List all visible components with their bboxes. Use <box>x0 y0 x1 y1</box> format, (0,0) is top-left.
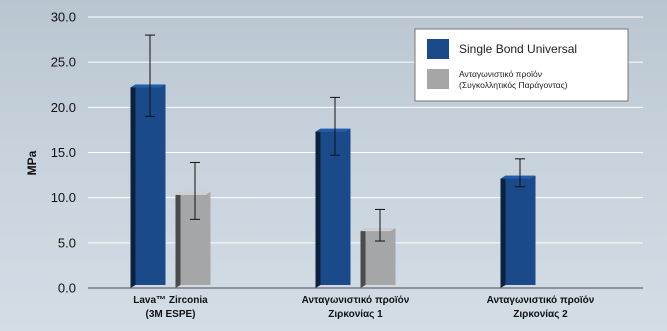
x-category-label: (3M ESPE) <box>145 309 195 320</box>
x-category-label: Ζιρκονίας 2 <box>513 309 568 320</box>
bar-top <box>360 228 396 232</box>
y-tick-label: 15.0 <box>51 145 76 160</box>
y-tick-label: 20.0 <box>51 100 76 115</box>
bars <box>130 84 536 289</box>
bar-side <box>175 191 181 288</box>
x-category-label: Ανταγωνιστικό προϊόν <box>302 295 410 306</box>
legend: Single Bond Universal Ανταγωνιστικό προϊό… <box>414 28 629 102</box>
bar-top <box>500 175 536 179</box>
bar-top <box>130 84 166 88</box>
bar-side <box>500 175 506 288</box>
y-axis-label: MPa <box>25 150 39 175</box>
bar-top <box>315 128 351 132</box>
legend-label: Ανταγωνιστικό προϊόν <box>459 69 542 79</box>
bar <box>135 84 166 286</box>
y-tick-label: 0.0 <box>58 281 76 296</box>
legend-label: Single Bond Universal <box>459 42 577 56</box>
y-axis-ticks: 0.0 5.0 10.0 15.0 20.0 25.0 30.0 <box>51 10 76 296</box>
y-tick-label: 30.0 <box>51 10 76 25</box>
legend-swatch <box>427 69 449 89</box>
legend-swatch <box>427 39 449 59</box>
y-tick-label: 5.0 <box>58 235 76 250</box>
legend-box <box>414 28 629 102</box>
bar-top <box>175 191 211 195</box>
x-category-label: Ζιρκονίας 1 <box>328 309 383 320</box>
bar-side <box>315 128 321 288</box>
bar <box>505 175 536 285</box>
bar-side <box>360 228 366 288</box>
y-tick-label: 10.0 <box>51 190 76 205</box>
bar-side <box>130 84 136 289</box>
x-category-label: Lava™ Zirconia <box>133 295 208 306</box>
legend-label: (Συγκολλητικός Παράγοντας) <box>459 80 568 90</box>
error-bars <box>145 34 525 242</box>
y-tick-label: 25.0 <box>51 55 76 70</box>
x-category-label: Ανταγωνιστικό προϊόν <box>487 295 595 306</box>
x-axis-category-labels: Lava™ Zirconia (3M ESPE) Ανταγωνιστικό προ… <box>133 295 595 320</box>
